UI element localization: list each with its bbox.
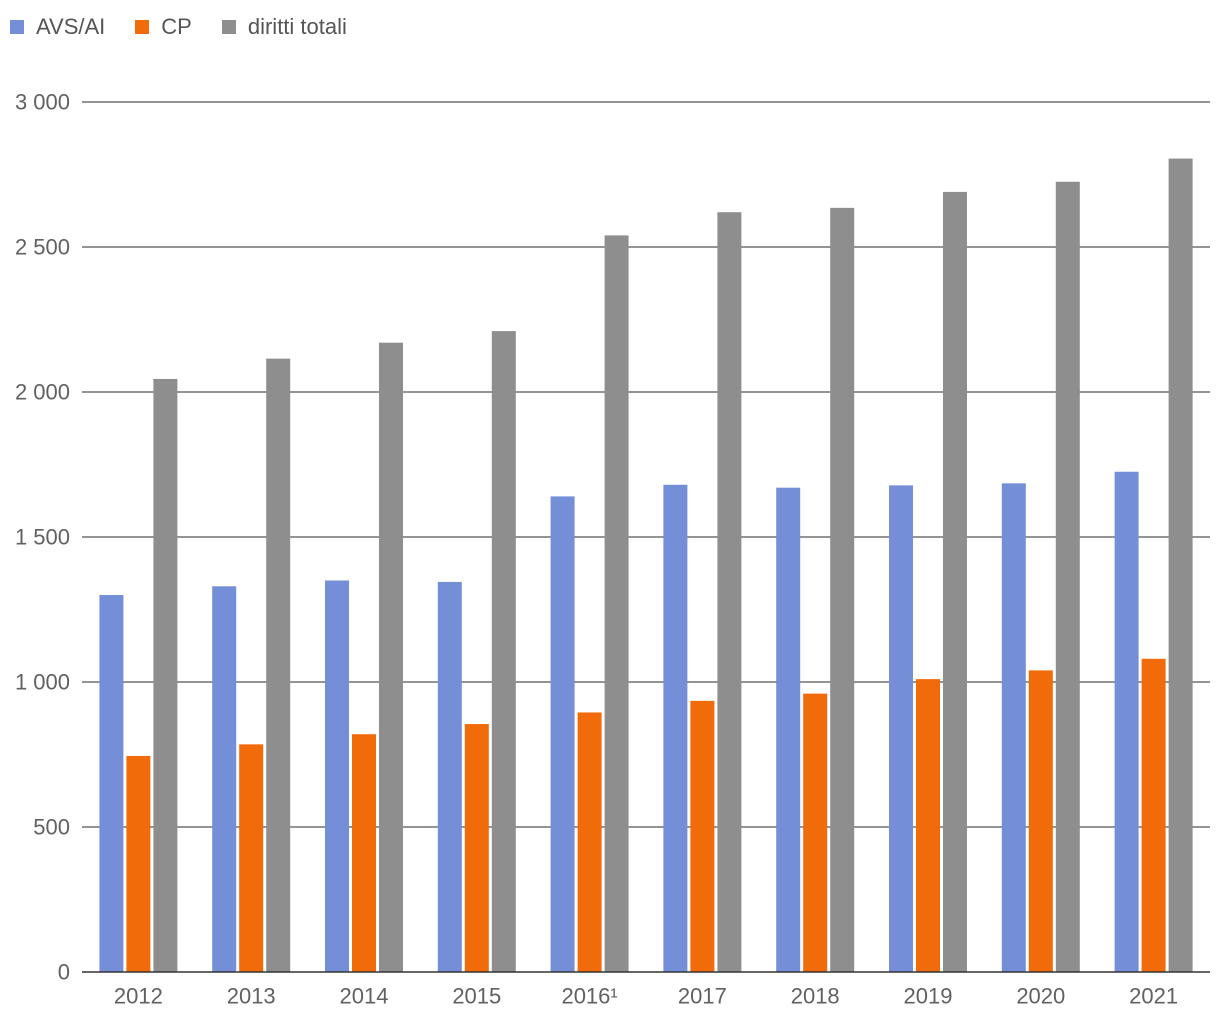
y-tick-label: 1 500 bbox=[15, 525, 70, 550]
x-tick-label: 2020 bbox=[1016, 984, 1065, 1009]
legend-label-diritti-totali: diritti totali bbox=[247, 14, 347, 39]
bar bbox=[717, 212, 742, 972]
bar bbox=[379, 342, 403, 972]
x-tick-label: 2016¹ bbox=[561, 984, 617, 1009]
bar bbox=[943, 191, 967, 972]
bar bbox=[1028, 670, 1053, 972]
y-tick-label: 0 bbox=[58, 960, 70, 985]
bar bbox=[604, 235, 629, 972]
bar bbox=[437, 581, 462, 972]
bar bbox=[126, 755, 151, 972]
bar bbox=[352, 734, 376, 972]
legend-swatch-cp bbox=[135, 20, 150, 34]
bar bbox=[1168, 158, 1193, 973]
y-tick-label: 3 000 bbox=[15, 90, 70, 115]
y-axis-labels: 0 500 1 000 1 500 2 000 2 500 3 000 bbox=[15, 90, 70, 985]
x-tick-label: 2015 bbox=[452, 984, 501, 1009]
legend-item-cp: CP bbox=[135, 14, 192, 40]
x-tick-label: 2021 bbox=[1129, 984, 1178, 1009]
x-tick-label: 2013 bbox=[227, 984, 276, 1009]
bar bbox=[550, 496, 575, 972]
bar bbox=[1001, 483, 1026, 972]
legend-swatch-avs-ai bbox=[10, 20, 24, 34]
y-tick-label: 1 000 bbox=[15, 670, 70, 695]
bar bbox=[776, 487, 801, 972]
y-tick-label: 2 000 bbox=[15, 380, 70, 405]
bar bbox=[1114, 471, 1139, 972]
bar bbox=[916, 679, 940, 972]
bar bbox=[830, 207, 855, 973]
bar bbox=[1141, 658, 1166, 972]
bar bbox=[266, 358, 291, 972]
y-tick-label: 2 500 bbox=[15, 235, 70, 260]
bar bbox=[153, 378, 178, 972]
legend-label-avs-ai: AVS/AI bbox=[36, 14, 106, 39]
bar bbox=[1055, 181, 1080, 972]
bar bbox=[491, 331, 516, 973]
legend-item-avs-ai: AVS/AI bbox=[10, 14, 105, 40]
legend-swatch-diritti-totali bbox=[221, 20, 236, 34]
legend: AVS/AI CP diritti totali bbox=[10, 12, 347, 42]
x-tick-label: 2019 bbox=[904, 984, 953, 1009]
x-axis-labels: 2012 2013 2014 2015 2016¹ 2017 2018 2019 2020 202… bbox=[114, 984, 1178, 1009]
bar bbox=[663, 484, 688, 972]
bar bbox=[577, 712, 602, 972]
bar bbox=[325, 580, 349, 972]
bar bbox=[464, 724, 489, 972]
bar bbox=[239, 744, 264, 972]
bars bbox=[99, 158, 1193, 973]
bar bbox=[690, 700, 715, 972]
bar bbox=[889, 485, 913, 972]
x-tick-label: 2012 bbox=[114, 984, 163, 1009]
y-tick-label: 500 bbox=[33, 815, 70, 840]
x-tick-label: 2014 bbox=[340, 984, 389, 1009]
x-tick-label: 2017 bbox=[678, 984, 727, 1009]
bar bbox=[212, 586, 237, 972]
bar bbox=[803, 693, 828, 972]
x-tick-label: 2018 bbox=[791, 984, 840, 1009]
legend-label-cp: CP bbox=[161, 14, 192, 39]
legend-item-diritti-totali: diritti totali bbox=[221, 14, 347, 40]
bar bbox=[99, 595, 124, 972]
